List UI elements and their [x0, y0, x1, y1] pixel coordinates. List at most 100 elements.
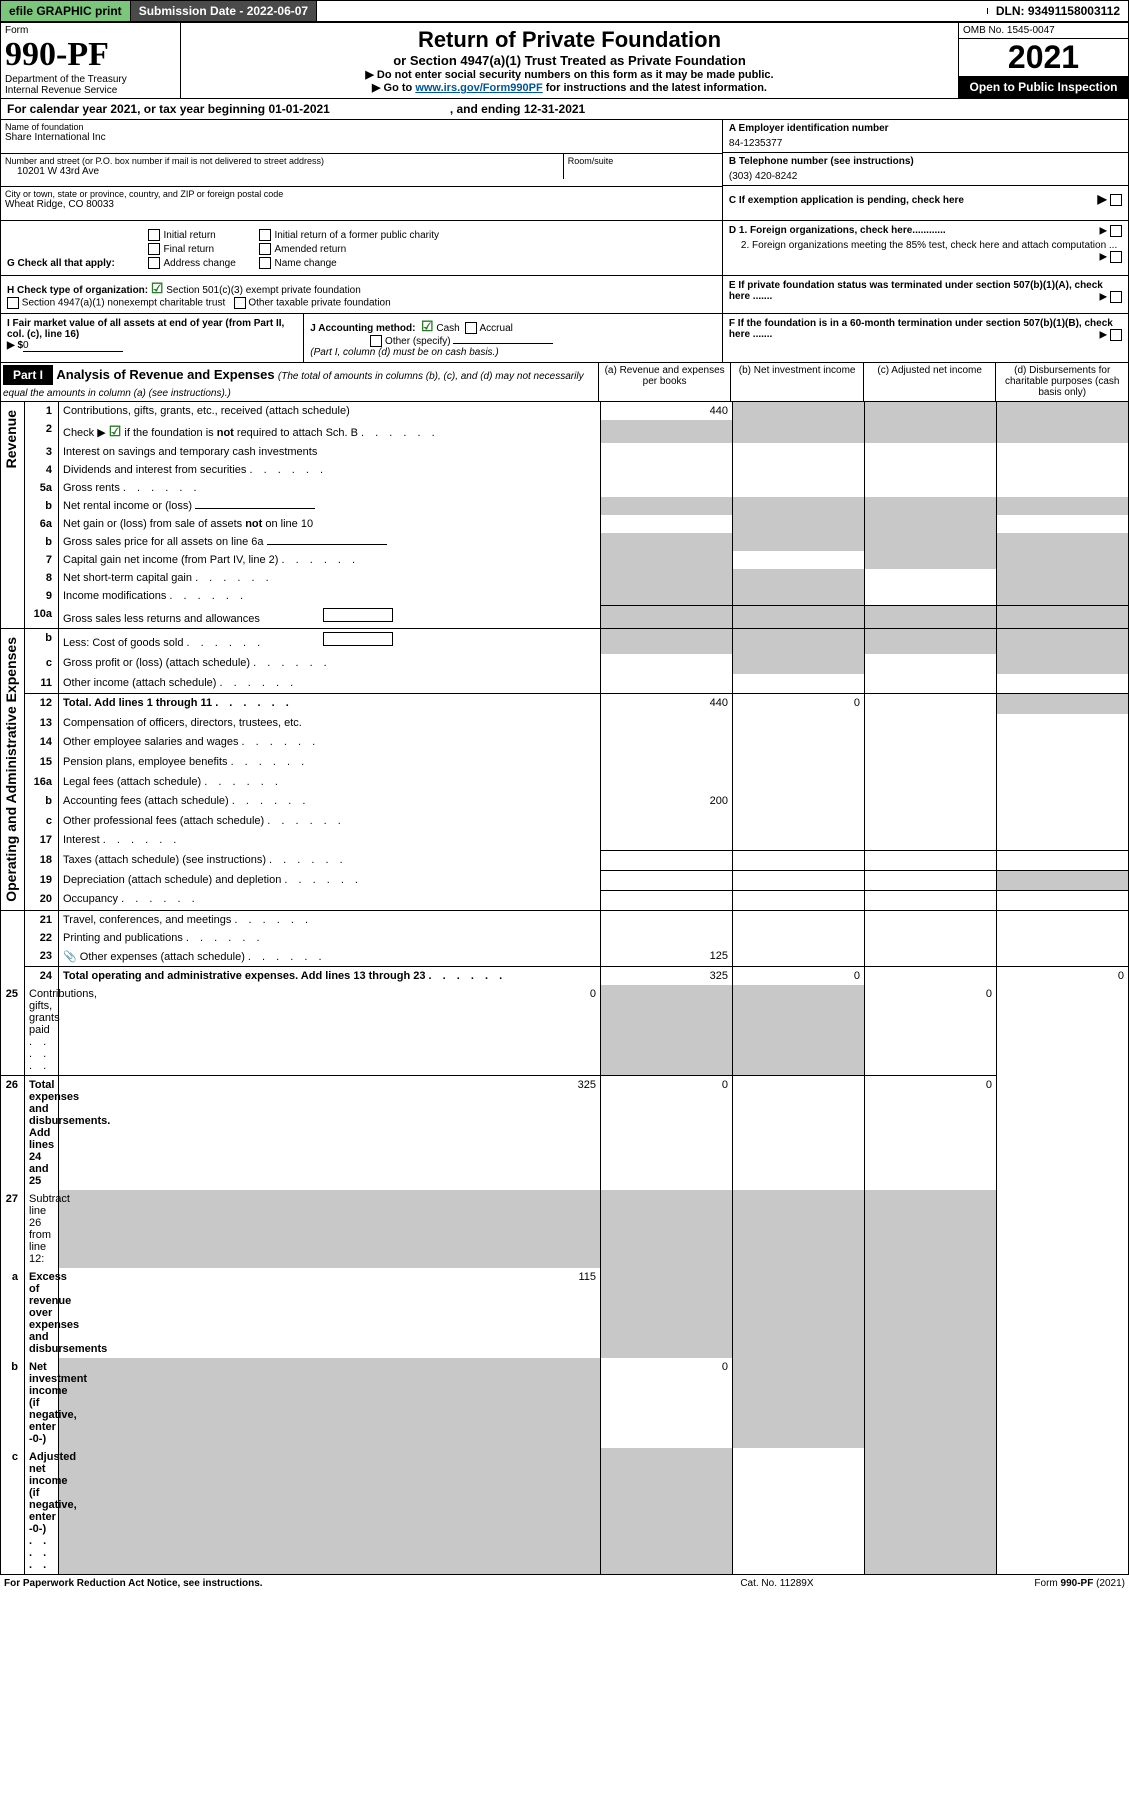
line-desc: Subtract line 26 from line 12: [25, 1190, 59, 1268]
line-3: 3Interest on savings and temporary cash … [1, 443, 1129, 461]
G-amended-checkbox[interactable] [259, 243, 271, 255]
line-26: 26Total expenses and disbursements. Add … [1, 1075, 1129, 1190]
line-desc: Net investment income (if negative, ente… [25, 1358, 59, 1448]
submission-date: Submission Date - 2022-06-07 [131, 1, 317, 21]
C-checkbox[interactable] [1110, 194, 1122, 206]
col-d [997, 515, 1129, 533]
J-accrual-checkbox[interactable] [465, 322, 477, 334]
line-desc: Legal fees (attach schedule) . . . . . . [59, 773, 601, 793]
col-d [997, 605, 1129, 629]
G-label: G Check all that apply: [7, 258, 115, 269]
line-desc: Interest . . . . . . [59, 831, 601, 851]
line-c: cGross profit or (loss) (attach schedule… [1, 654, 1129, 674]
col-d [997, 402, 1129, 420]
line-a: aExcess of revenue over expenses and dis… [1, 1268, 1129, 1358]
J-other-checkbox[interactable] [370, 335, 382, 347]
col-c [865, 733, 997, 753]
line-num: 9 [25, 587, 59, 605]
G-final-checkbox[interactable] [148, 243, 160, 255]
line-13: 13Compensation of officers, directors, t… [1, 714, 1129, 734]
D1-checkbox[interactable] [1110, 225, 1122, 237]
D2-checkbox[interactable] [1110, 251, 1122, 263]
E-checkbox[interactable] [1110, 291, 1122, 303]
col-a [601, 461, 733, 479]
col-d [997, 773, 1129, 793]
line-num: 13 [25, 714, 59, 734]
col-a: 200 [601, 792, 733, 812]
col-a [601, 871, 733, 891]
city: Wheat Ridge, CO 80033 [5, 199, 718, 210]
line-num: 2 [25, 420, 59, 443]
col-c [865, 461, 997, 479]
H-4947-checkbox[interactable] [7, 297, 19, 309]
col-c [865, 605, 997, 629]
F-checkbox[interactable] [1110, 329, 1122, 341]
col-d: 0 [865, 985, 997, 1076]
line-desc: Capital gain net income (from Part IV, l… [59, 551, 601, 569]
line-14: 14Other employee salaries and wages . . … [1, 733, 1129, 753]
F-label: F If the foundation is in a 60-month ter… [729, 318, 1113, 340]
J-other-line[interactable] [453, 343, 553, 344]
G-o1: Initial return [164, 230, 216, 241]
line-num: 25 [1, 985, 25, 1076]
form-title: Return of Private Foundation [185, 27, 954, 53]
G-addr-checkbox[interactable] [148, 257, 160, 269]
form-word: Form [5, 25, 176, 36]
line-desc: Accounting fees (attach schedule) . . . … [59, 792, 601, 812]
cat-no: Cat. No. 11289X [674, 1575, 879, 1592]
line-desc: Total expenses and disbursements. Add li… [25, 1075, 59, 1190]
col-d [997, 714, 1129, 734]
col-b: 0 [733, 694, 865, 714]
part1-header: Part I Analysis of Revenue and Expenses … [0, 363, 1129, 402]
addr-label: Number and street (or P.O. box number if… [5, 156, 559, 166]
D2: 2. Foreign organizations meeting the 85%… [729, 236, 1122, 251]
line-18: 18Taxes (attach schedule) (see instructi… [1, 851, 1129, 871]
revenue-label: Revenue [1, 402, 21, 476]
line-num: c [25, 654, 59, 674]
check-icon: ☑ [109, 423, 122, 439]
col-d: (d) Disbursements for charitable purpose… [996, 363, 1129, 402]
line-num: 7 [25, 551, 59, 569]
line-desc: Other income (attach schedule) . . . . .… [59, 674, 601, 694]
line-desc: Dividends and interest from securities .… [59, 461, 601, 479]
line-desc: Pension plans, employee benefits . . . .… [59, 753, 601, 773]
col-c [733, 1358, 865, 1448]
col-a: 325 [601, 966, 733, 985]
col-c [865, 773, 997, 793]
col-d [997, 569, 1129, 587]
line-1: Revenue1Contributions, gifts, grants, et… [1, 402, 1129, 420]
col-d [997, 910, 1129, 929]
J-o2: Accrual [480, 323, 513, 334]
attachment-icon[interactable]: 📎 [63, 951, 77, 963]
G-name-checkbox[interactable] [259, 257, 271, 269]
col-d [997, 443, 1129, 461]
G-o3: Address change [164, 258, 236, 269]
efile-button[interactable]: efile GRAPHIC print [1, 1, 131, 21]
H-other-checkbox[interactable] [234, 297, 246, 309]
G-initial-checkbox[interactable] [148, 229, 160, 241]
E-label: E If private foundation status was termi… [729, 280, 1103, 302]
line-num: 14 [25, 733, 59, 753]
col-b [733, 753, 865, 773]
note-ssn: ▶ Do not enter social security numbers o… [185, 68, 954, 81]
G-o2: Final return [164, 244, 215, 255]
col-c [865, 890, 997, 910]
note2-pre: ▶ Go to [372, 82, 415, 94]
topbar-spacer [317, 8, 988, 14]
line-c: cAdjusted net income (if negative, enter… [1, 1448, 1129, 1575]
omb: OMB No. 1545-0047 [959, 23, 1128, 39]
line-c: cOther professional fees (attach schedul… [1, 812, 1129, 832]
col-a [601, 910, 733, 929]
col-d [997, 420, 1129, 443]
G-initial-former-checkbox[interactable] [259, 229, 271, 241]
C-label: C If exemption application is pending, c… [729, 195, 964, 206]
irs-link[interactable]: www.irs.gov/Form990PF [415, 82, 542, 94]
tax-year: 2021 [959, 39, 1128, 76]
line-16a: 16aLegal fees (attach schedule) . . . . … [1, 773, 1129, 793]
col-c [865, 694, 997, 714]
name-label: Name of foundation [5, 122, 718, 132]
form-subtitle: or Section 4947(a)(1) Trust Treated as P… [185, 53, 954, 68]
line-desc: Income modifications . . . . . . [59, 587, 601, 605]
line-desc: Check ▶ ☑ if the foundation is not requi… [59, 420, 601, 443]
col-d [997, 694, 1129, 714]
